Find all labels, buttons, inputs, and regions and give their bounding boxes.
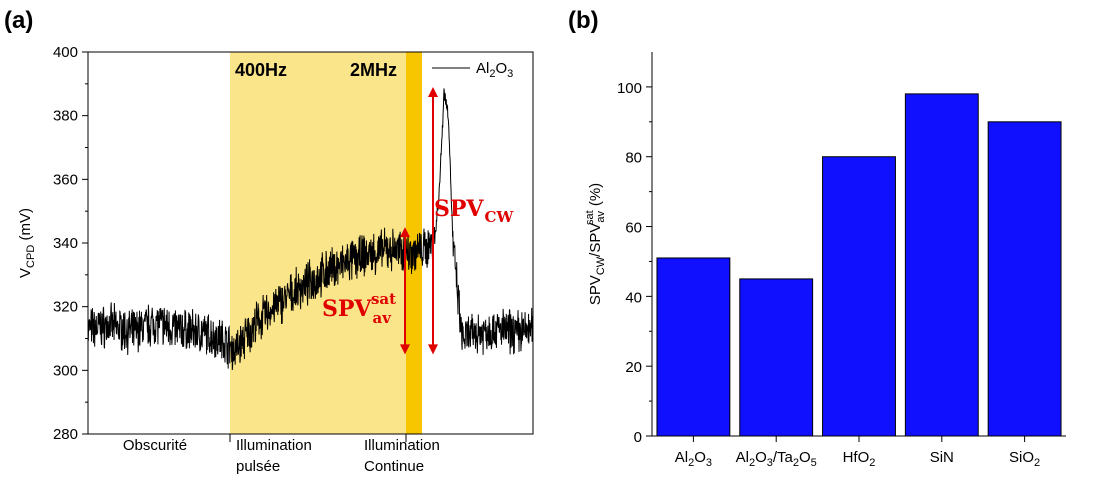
x-region-label-cw-2: Continue xyxy=(364,458,424,475)
y-tick-label-a: 300 xyxy=(53,362,78,379)
y-tick-label-a: 400 xyxy=(53,44,78,61)
y-axis-label-b: SPVCW/SPVavsat (%) xyxy=(584,183,607,305)
y-tick-label-a: 340 xyxy=(53,235,78,252)
arrowhead xyxy=(428,344,438,355)
series-line-al2o3 xyxy=(87,88,534,371)
y-tick-label-b: 20 xyxy=(625,359,642,376)
x-region-label-dark: Obscurité xyxy=(123,437,187,454)
arrowhead xyxy=(400,344,410,355)
x-region-label-cw-1: Illumination xyxy=(364,437,440,454)
y-axis-b: 0 20 40 60 80 100 xyxy=(617,80,652,446)
legend-a: Al2O3 xyxy=(432,60,513,80)
y-tick-label-a: 280 xyxy=(53,426,78,443)
bar-0 xyxy=(656,257,731,437)
bars-b xyxy=(656,93,1062,437)
y-tick-label-b: 100 xyxy=(617,80,642,97)
y-tick-label-b: 0 xyxy=(634,429,642,446)
x-tick-label-b: SiO2 xyxy=(1009,449,1040,469)
legend-label-al2o3: Al2O3 xyxy=(476,60,513,80)
y-tick-label-b: 40 xyxy=(625,289,642,306)
y-axis-a: 280 300 320 340 360 380 400 xyxy=(53,44,88,443)
bar-4 xyxy=(987,121,1062,437)
y-tick-label-a: 360 xyxy=(53,171,78,188)
y-tick-label-a: 380 xyxy=(53,108,78,125)
band-continuous-label: 2MHz xyxy=(350,60,397,80)
arrowhead xyxy=(428,87,438,98)
x-tick-label-b: Al2O3/Ta2O5 xyxy=(736,449,817,469)
x-tick-label-b: SiN xyxy=(930,449,954,466)
panel-a: (a) 400Hz 2MHz SPVavsat SPVCW 280 300 320 3… xyxy=(4,7,534,475)
band-pulsed-label: 400Hz xyxy=(235,60,287,80)
annotation-spv-av-sat: SPVavsat xyxy=(322,290,396,327)
x-region-label-pulsed-2: pulsée xyxy=(236,458,280,475)
x-axis-a: Obscurité Illumination pulsée Illuminati… xyxy=(123,434,440,475)
y-tick-label-a: 320 xyxy=(53,299,78,316)
annotation-spv-cw: SPVCW xyxy=(434,196,514,226)
x-axis-b: Al2O3 Al2O3/Ta2O5 HfO2 SiN SiO2 xyxy=(675,436,1040,469)
panel-b-label: (b) xyxy=(568,7,599,34)
arrowhead xyxy=(400,227,410,238)
bar-2 xyxy=(822,156,896,437)
y-tick-label-b: 80 xyxy=(625,150,642,167)
panel-b: (b) 0 20 40 60 80 100 Al2O3 Al2O3/Ta2O5 HfO2 SiN… xyxy=(568,7,1066,469)
x-tick-label-b: HfO2 xyxy=(843,449,876,469)
panel-a-label: (a) xyxy=(4,7,33,34)
x-region-label-pulsed-1: Illumination xyxy=(236,437,312,454)
annotations: SPVavsat SPVCW xyxy=(322,87,514,355)
x-tick-label-b: Al2O3 xyxy=(675,449,712,469)
bar-1 xyxy=(739,278,814,437)
bar-3 xyxy=(904,93,979,437)
band-pulsed xyxy=(230,52,406,434)
y-axis-label-a: VCPD (mV) xyxy=(17,208,37,278)
y-tick-label-b: 60 xyxy=(625,220,642,237)
